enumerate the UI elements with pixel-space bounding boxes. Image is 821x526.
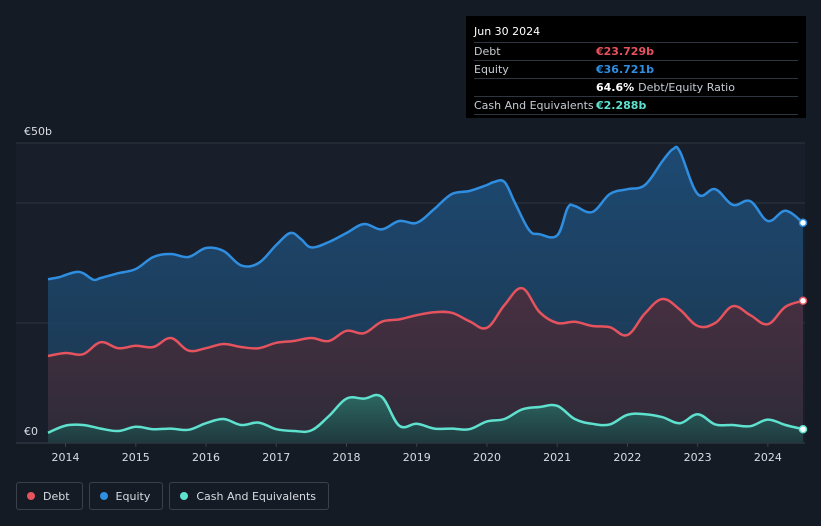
tooltip-row-cash: Cash And Equivalents €2.288b bbox=[474, 96, 798, 115]
x-tick-label: 2018 bbox=[332, 451, 360, 464]
tooltip-equity-label: Equity bbox=[474, 63, 509, 76]
x-tick-label: 2020 bbox=[473, 451, 501, 464]
legend-item-debt[interactable]: Debt bbox=[16, 482, 83, 510]
x-tick-label: 2023 bbox=[684, 451, 712, 464]
legend: Debt Equity Cash And Equivalents bbox=[16, 482, 329, 510]
y-axis-top-label: €50b bbox=[24, 125, 52, 138]
tooltip-cash-value: €2.288b bbox=[596, 99, 647, 112]
x-tick-label: 2022 bbox=[613, 451, 641, 464]
tooltip-ratio-value: 64.6% bbox=[596, 81, 635, 94]
legend-item-equity[interactable]: Equity bbox=[88, 482, 164, 510]
area-cash bbox=[48, 394, 803, 443]
line-equity bbox=[47, 145, 804, 282]
tooltip-row-ratio: 64.6% Debt/Equity Ratio bbox=[474, 79, 798, 96]
x-tick-label: 2017 bbox=[262, 451, 290, 464]
tooltip-row-equity: Equity €36.721b bbox=[474, 61, 798, 79]
series-areas bbox=[48, 146, 803, 444]
end-marker-equity[interactable] bbox=[798, 218, 808, 228]
y-axis-zero-label: €0 bbox=[24, 425, 38, 438]
x-tick-label: 2016 bbox=[192, 451, 220, 464]
tooltip-ratio-suffix: Debt/Equity Ratio bbox=[638, 81, 735, 94]
line-debt bbox=[47, 286, 804, 358]
x-tick-label: 2024 bbox=[754, 451, 782, 464]
end-marker-cash[interactable] bbox=[798, 424, 808, 434]
tooltip-debt-label: Debt bbox=[474, 45, 501, 58]
line-cash bbox=[47, 393, 804, 434]
tooltip-ratio-label bbox=[474, 79, 596, 96]
tooltip-panel: Jun 30 2024 Debt €23.729b Equity €36.721… bbox=[466, 16, 806, 118]
x-axis-ticks: 2014 2015 2016 2017 2018 2019 2020 2021 2022 2023… bbox=[52, 443, 782, 464]
x-tick-label: 2014 bbox=[52, 451, 80, 464]
series-end-markers bbox=[798, 218, 808, 434]
end-marker-debt[interactable] bbox=[798, 296, 808, 306]
tooltip-row-debt: Debt €23.729b bbox=[474, 43, 798, 61]
x-tick-label: 2019 bbox=[403, 451, 431, 464]
tooltip-cash-label: Cash And Equivalents bbox=[474, 99, 594, 112]
legend-label-cash: Cash And Equivalents bbox=[196, 489, 316, 503]
x-tick-label: 2015 bbox=[122, 451, 150, 464]
area-debt bbox=[48, 288, 803, 443]
legend-dot-cash-icon bbox=[180, 492, 189, 500]
legend-dot-equity-icon bbox=[99, 492, 108, 500]
legend-label-debt: Debt bbox=[43, 489, 70, 503]
legend-dot-debt-icon bbox=[27, 492, 35, 500]
tooltip-equity-value: €36.721b bbox=[596, 63, 654, 76]
legend-label-equity: Equity bbox=[115, 489, 151, 503]
series-lines bbox=[47, 145, 804, 434]
tooltip-debt-value: €23.729b bbox=[596, 45, 654, 58]
x-tick-label: 2021 bbox=[543, 451, 571, 464]
legend-item-cash[interactable]: Cash And Equivalents bbox=[169, 482, 329, 510]
tooltip-date: Jun 30 2024 bbox=[474, 22, 798, 43]
